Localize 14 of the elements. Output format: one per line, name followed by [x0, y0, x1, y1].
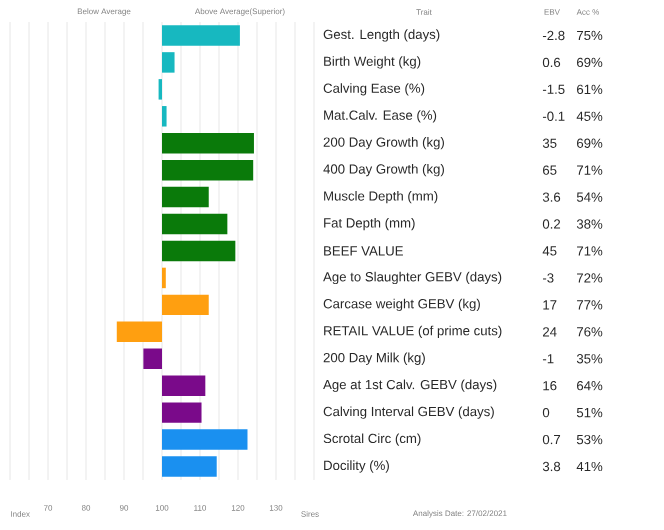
bar — [162, 159, 254, 181]
bar — [162, 213, 228, 235]
bar — [162, 186, 209, 208]
bar — [116, 321, 163, 343]
bar — [162, 240, 236, 262]
bar — [162, 456, 217, 477]
bar — [162, 25, 240, 46]
bar — [162, 294, 209, 316]
bar — [162, 375, 206, 396]
bar — [162, 429, 248, 450]
bar — [162, 133, 254, 154]
bar — [143, 348, 163, 369]
bar — [162, 52, 175, 73]
bar — [162, 402, 202, 423]
